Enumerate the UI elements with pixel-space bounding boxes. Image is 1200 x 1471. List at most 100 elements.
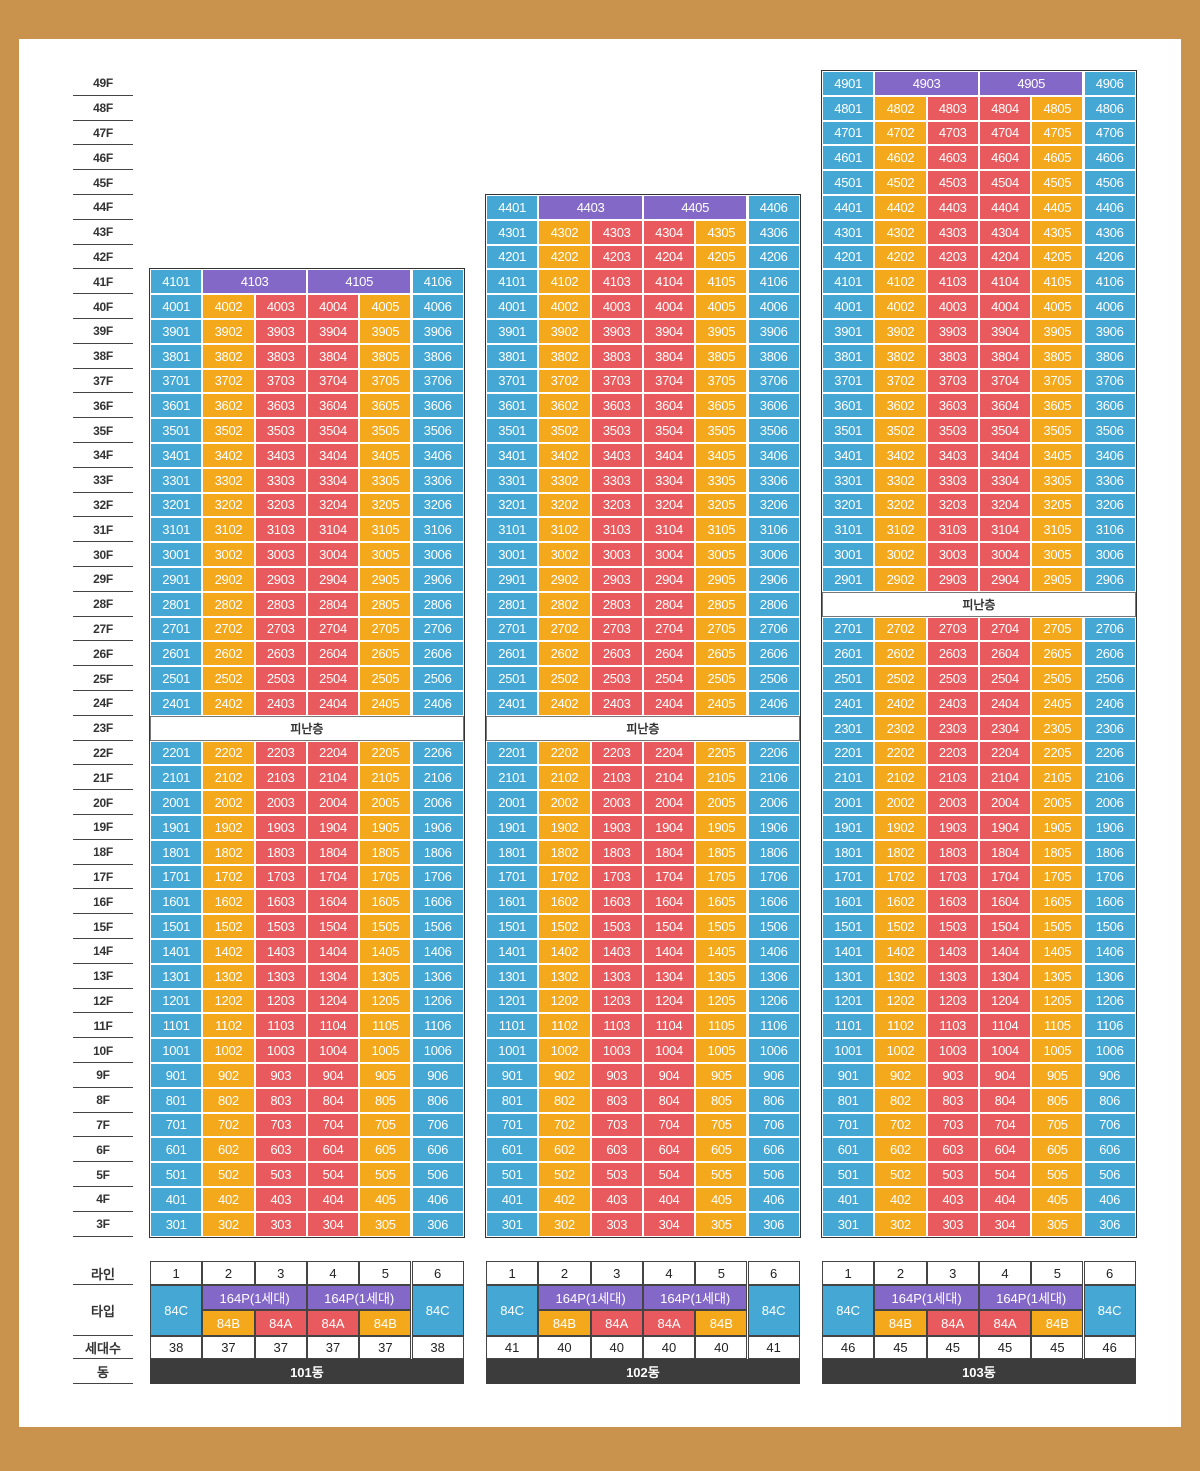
unit-cell[interactable]: 4606 — [1083, 145, 1136, 171]
unit-cell[interactable]: 1002 — [202, 1038, 255, 1063]
unit-cell[interactable]: 2203 — [590, 740, 643, 766]
unit-cell[interactable]: 1503 — [254, 914, 307, 939]
unit-cell[interactable]: 3801 — [822, 343, 875, 369]
unit-cell[interactable]: 902 — [874, 1063, 927, 1088]
unit-cell[interactable]: 2404 — [642, 691, 696, 716]
unit-cell[interactable]: 1105 — [359, 1013, 412, 1039]
unit-cell[interactable]: 3506 — [411, 418, 464, 443]
unit-cell[interactable]: 302 — [874, 1211, 927, 1237]
unit-cell[interactable]: 3701 — [822, 368, 875, 394]
unit-cell[interactable]: 3102 — [538, 517, 591, 543]
unit-cell[interactable]: 1003 — [590, 1038, 643, 1063]
unit-cell[interactable]: 3202 — [202, 492, 255, 518]
unit-cell[interactable]: 1705 — [359, 864, 412, 890]
unit-cell[interactable]: 4705 — [1031, 120, 1084, 146]
unit-cell[interactable]: 4301 — [822, 219, 875, 245]
unit-cell[interactable]: 1805 — [1031, 839, 1084, 865]
unit-cell[interactable]: 2903 — [926, 567, 979, 592]
unit-cell[interactable]: 3902 — [202, 319, 255, 344]
unit-cell[interactable]: 2106 — [411, 765, 464, 791]
unit-cell[interactable]: 3001 — [822, 542, 875, 567]
unit-cell[interactable]: 2905 — [1031, 567, 1084, 592]
unit-cell[interactable]: 3905 — [359, 319, 412, 344]
unit-cell[interactable]: 505 — [359, 1162, 412, 1187]
unit-cell[interactable]: 302 — [538, 1211, 591, 1237]
unit-cell[interactable]: 3303 — [254, 467, 307, 493]
unit-cell[interactable]: 1806 — [747, 839, 800, 865]
unit-cell[interactable]: 3902 — [874, 319, 927, 344]
unit-cell[interactable]: 2002 — [538, 790, 591, 815]
unit-cell[interactable]: 1202 — [874, 988, 927, 1014]
unit-cell[interactable]: 1803 — [254, 839, 307, 865]
unit-cell[interactable]: 1105 — [1031, 1013, 1084, 1039]
unit-cell[interactable]: 3506 — [747, 418, 800, 443]
unit-cell[interactable]: 3106 — [747, 517, 800, 543]
unit-cell[interactable]: 1406 — [1083, 939, 1136, 964]
unit-cell[interactable]: 1704 — [306, 864, 360, 890]
unit-cell[interactable]: 3901 — [822, 319, 875, 344]
unit-cell[interactable]: 2503 — [926, 666, 979, 691]
unit-cell[interactable]: 2405 — [1031, 691, 1084, 716]
unit-cell[interactable]: 3803 — [254, 343, 307, 369]
unit-cell[interactable]: 4103 — [926, 269, 979, 295]
unit-cell[interactable]: 3201 — [486, 492, 539, 518]
unit-cell[interactable]: 4002 — [874, 294, 927, 319]
unit-cell[interactable]: 3206 — [1083, 492, 1136, 518]
unit-cell[interactable]: 303 — [926, 1211, 979, 1237]
unit-cell[interactable]: 801 — [150, 1087, 203, 1113]
unit-cell[interactable]: 3706 — [747, 368, 800, 394]
unit-cell[interactable]: 4504 — [978, 170, 1032, 195]
penthouse-unit[interactable]: 4101 — [150, 269, 203, 295]
unit-cell[interactable]: 3606 — [411, 393, 464, 419]
unit-cell[interactable]: 1104 — [306, 1013, 360, 1039]
unit-cell[interactable]: 3303 — [926, 467, 979, 493]
unit-cell[interactable]: 1401 — [150, 939, 203, 964]
unit-cell[interactable]: 901 — [486, 1063, 539, 1088]
unit-cell[interactable]: 4605 — [1031, 145, 1084, 171]
unit-cell[interactable]: 3403 — [926, 443, 979, 468]
unit-cell[interactable]: 506 — [747, 1162, 800, 1187]
unit-cell[interactable]: 4104 — [642, 269, 696, 295]
unit-cell[interactable]: 501 — [150, 1162, 203, 1187]
unit-cell[interactable]: 1206 — [1083, 988, 1136, 1014]
unit-cell[interactable]: 4804 — [978, 95, 1032, 121]
unit-cell[interactable]: 2806 — [747, 591, 800, 617]
unit-cell[interactable]: 805 — [695, 1087, 748, 1113]
unit-cell[interactable]: 3005 — [1031, 542, 1084, 567]
unit-cell[interactable]: 3803 — [590, 343, 643, 369]
unit-cell[interactable]: 3702 — [874, 368, 927, 394]
unit-cell[interactable]: 2502 — [202, 666, 255, 691]
penthouse-unit[interactable]: 4906 — [1083, 71, 1136, 96]
unit-cell[interactable]: 2603 — [254, 641, 307, 667]
unit-cell[interactable]: 903 — [254, 1063, 307, 1088]
unit-cell[interactable]: 1706 — [1083, 864, 1136, 890]
unit-cell[interactable]: 2903 — [254, 567, 307, 592]
unit-cell[interactable]: 2705 — [695, 616, 748, 642]
unit-cell[interactable]: 904 — [642, 1063, 696, 1088]
unit-cell[interactable]: 3502 — [202, 418, 255, 443]
unit-cell[interactable]: 3104 — [978, 517, 1032, 543]
unit-cell[interactable]: 1006 — [1083, 1038, 1136, 1063]
unit-cell[interactable]: 4302 — [538, 219, 591, 245]
unit-cell[interactable]: 1301 — [822, 963, 875, 989]
unit-cell[interactable]: 3904 — [978, 319, 1032, 344]
unit-cell[interactable]: 306 — [411, 1211, 464, 1237]
unit-cell[interactable]: 2902 — [202, 567, 255, 592]
unit-cell[interactable]: 806 — [411, 1087, 464, 1113]
unit-cell[interactable]: 2904 — [978, 567, 1032, 592]
unit-cell[interactable]: 3804 — [642, 343, 696, 369]
unit-cell[interactable]: 2702 — [202, 616, 255, 642]
unit-cell[interactable]: 4204 — [642, 244, 696, 270]
unit-cell[interactable]: 3105 — [359, 517, 412, 543]
unit-cell[interactable]: 4006 — [411, 294, 464, 319]
unit-cell[interactable]: 1001 — [150, 1038, 203, 1063]
unit-cell[interactable]: 806 — [747, 1087, 800, 1113]
unit-cell[interactable]: 3003 — [590, 542, 643, 567]
unit-cell[interactable]: 706 — [1083, 1112, 1136, 1138]
unit-cell[interactable]: 2003 — [590, 790, 643, 815]
unit-cell[interactable]: 802 — [874, 1087, 927, 1113]
unit-cell[interactable]: 2505 — [1031, 666, 1084, 691]
unit-cell[interactable]: 3703 — [254, 368, 307, 394]
unit-cell[interactable]: 1402 — [538, 939, 591, 964]
unit-cell[interactable]: 1703 — [590, 864, 643, 890]
